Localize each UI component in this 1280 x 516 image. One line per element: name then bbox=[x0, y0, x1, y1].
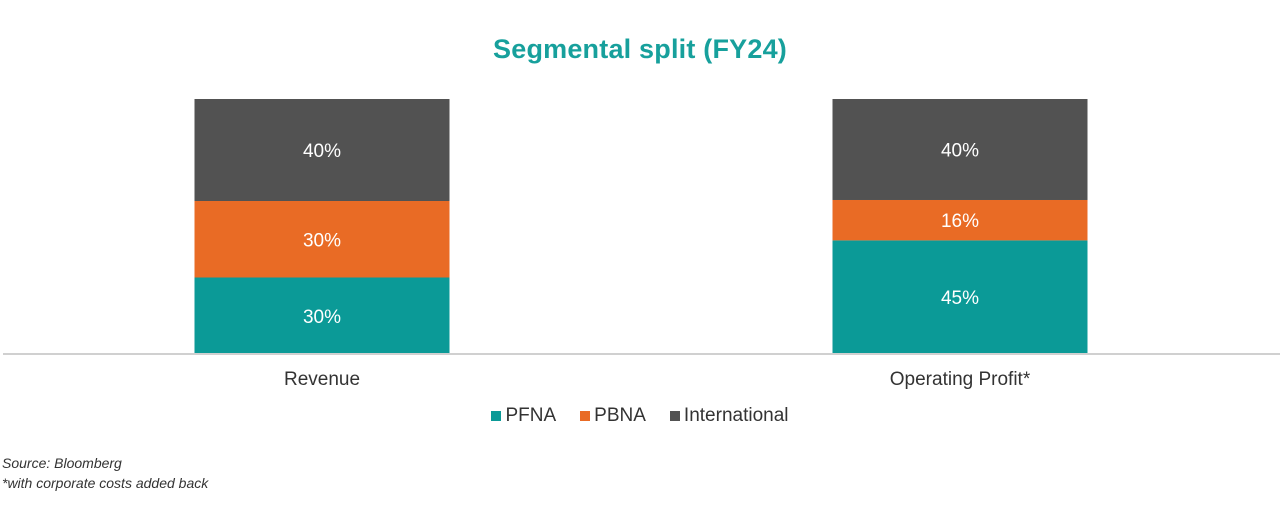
data-label-pfna-1: 45% bbox=[941, 288, 979, 309]
legend-swatch bbox=[491, 411, 502, 421]
stacked-bar-chart: 30% 30% 40% 45% 16% 40% Revenue Operating Prof… bbox=[3, 99, 1280, 390]
legend-label: International bbox=[683, 405, 789, 426]
bar-pfna-1 bbox=[832, 240, 1088, 354]
legend-item-pbna: PBNA bbox=[580, 405, 646, 427]
category-label-0: Revenue bbox=[284, 369, 360, 390]
legend-label: PBNA bbox=[594, 405, 646, 426]
data-label-pbna-1: 16% bbox=[941, 211, 979, 232]
category-labels: Revenue Operating Profit* bbox=[284, 369, 1031, 390]
legend-label: PFNA bbox=[505, 405, 557, 426]
bar-international-1 bbox=[832, 99, 1088, 200]
bar-pfna-0 bbox=[194, 277, 450, 354]
legend-swatch bbox=[580, 411, 591, 421]
data-label-pfna-0: 30% bbox=[303, 307, 341, 328]
bar-pbna-1 bbox=[832, 199, 1088, 241]
footnote: *with corporate costs added back bbox=[2, 475, 209, 491]
legend-item-international: International bbox=[669, 405, 789, 427]
chart-notes: Source: Bloomberg *with corporate costs … bbox=[2, 453, 208, 493]
bar-pbna-0 bbox=[194, 201, 450, 278]
data-label-pbna-0: 30% bbox=[303, 230, 341, 251]
legend-swatch bbox=[669, 411, 680, 421]
chart-title: Segmental split (FY24) bbox=[493, 34, 787, 64]
bar-international-0 bbox=[194, 99, 450, 201]
data-label-international-0: 40% bbox=[303, 141, 341, 162]
category-label-1: Operating Profit* bbox=[890, 369, 1031, 390]
source-note: Source: Bloomberg bbox=[2, 455, 122, 471]
legend: PFNA PBNA International bbox=[0, 405, 1280, 427]
legend-item-pfna: PFNA bbox=[491, 405, 556, 427]
data-label-international-1: 40% bbox=[941, 140, 979, 161]
bars-group: 30% 30% 40% 45% 16% 40% bbox=[194, 99, 1088, 354]
